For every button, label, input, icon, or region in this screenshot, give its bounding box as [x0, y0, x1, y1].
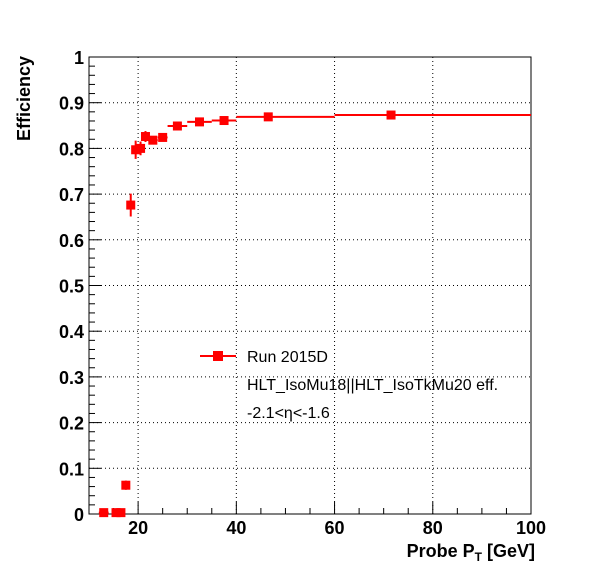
y-tick-label: 0.6: [59, 231, 84, 251]
y-tick-label: 0.1: [59, 459, 84, 479]
y-tick-label: 0.9: [59, 94, 84, 114]
legend: Run 2015D HLT_IsoMu18||HLT_IsoTkMu20 eff…: [200, 349, 498, 422]
x-axis-title-subscript: T: [475, 550, 483, 564]
trigger-annotation: HLT_IsoMu18||HLT_IsoTkMu20 eff.: [247, 377, 498, 394]
grid-lines: [89, 56, 532, 515]
point-marker: [148, 135, 158, 145]
y-tick-label: 0.2: [59, 414, 84, 434]
point-marker: [126, 200, 136, 210]
data-point: [147, 135, 158, 145]
point-marker: [121, 480, 131, 490]
x-tick-label: 60: [325, 518, 345, 538]
data-point: [157, 132, 168, 142]
data-point: [334, 110, 531, 120]
x-tick-label: 20: [128, 518, 148, 538]
eta-annotation: -2.1<η<-1.6: [247, 405, 330, 422]
data-point: [236, 112, 335, 122]
point-marker: [172, 121, 182, 131]
data-point: [211, 116, 237, 126]
y-tick-label: 0.8: [59, 139, 84, 159]
y-tick-label: 0: [74, 505, 84, 525]
data-point: [116, 508, 126, 518]
x-tick-label: 80: [423, 518, 443, 538]
point-marker: [386, 110, 396, 120]
y-axis-title: Efficiency: [14, 56, 34, 141]
y-tick-label: 0.4: [59, 322, 84, 342]
legend-entry-label: Run 2015D: [247, 349, 328, 366]
data-point: [136, 141, 146, 156]
x-tick-label: 100: [516, 518, 546, 538]
x-tick-label: 40: [226, 518, 246, 538]
y-tick-label: 0.5: [59, 277, 84, 297]
y-tick-label: 0.7: [59, 185, 84, 205]
data-series: [98, 110, 531, 518]
point-marker: [116, 508, 126, 518]
y-tick-label: 1: [74, 48, 84, 68]
y-tick-label: 0.3: [59, 368, 84, 388]
point-marker: [140, 132, 150, 142]
data-point: [121, 480, 131, 490]
point-marker: [219, 116, 229, 126]
point-marker: [158, 132, 168, 142]
point-marker: [99, 508, 109, 518]
legend-marker: [213, 351, 223, 361]
x-axis-title-unit: [GeV]: [487, 541, 535, 561]
point-marker: [263, 112, 273, 122]
data-point: [126, 193, 136, 217]
point-marker: [111, 508, 121, 518]
x-axis-title: Probe PT [GeV]: [407, 541, 535, 564]
data-point: [140, 131, 150, 143]
x-axis-title-main: Probe P: [407, 541, 475, 561]
point-marker: [131, 145, 141, 155]
data-point: [98, 508, 109, 518]
data-point: [167, 121, 188, 131]
data-point: [187, 117, 212, 127]
axis-ticks: 0 0.1 0.2 0.3 0.4 0.5 0.6 0.7 0.8 0.9 1 20 40 60 80 100: [59, 48, 546, 538]
point-marker: [136, 143, 146, 153]
point-marker: [195, 117, 204, 127]
